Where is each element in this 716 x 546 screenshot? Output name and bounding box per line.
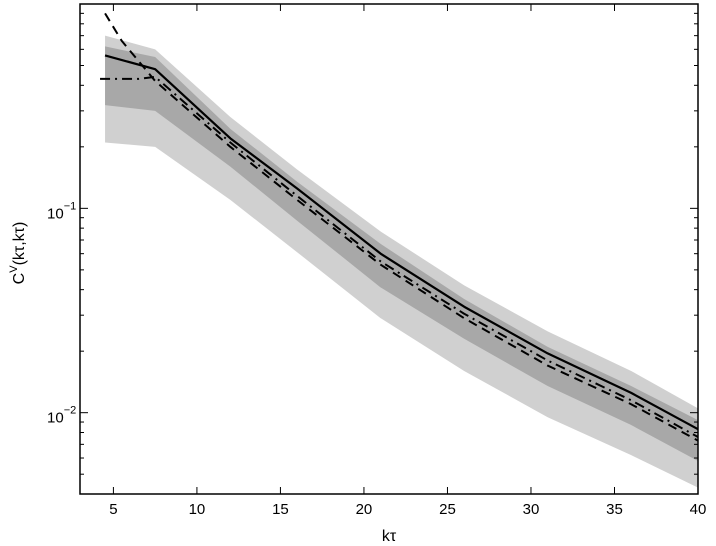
y-tick-label: 10−2 — [47, 405, 76, 427]
y-axis-label-rest: (kτ,kτ) — [11, 222, 28, 266]
series-lines — [100, 12, 699, 442]
y-tick-label-exponent: −2 — [64, 405, 77, 417]
x-tick-label: 5 — [109, 501, 117, 518]
y-tick-label-exponent: −1 — [64, 200, 77, 212]
x-tick-label: 15 — [272, 501, 289, 518]
x-tick-label: 10 — [189, 501, 206, 518]
x-tick-label: 20 — [356, 501, 373, 518]
y-tick-label-base: 10 — [47, 410, 64, 427]
x-axis-label: kτ — [382, 528, 397, 545]
x-tick-label: 25 — [439, 501, 456, 518]
x-axis: 5 10 15 20 25 30 35 40 — [109, 4, 706, 518]
series-line-dashed — [104, 12, 699, 442]
y-axis-label: CV(kτ,kτ) — [8, 222, 28, 285]
x-tick-label: 40 — [690, 501, 707, 518]
x-tick-label: 35 — [606, 501, 623, 518]
confidence-bands — [105, 35, 698, 488]
plot-frame — [79, 3, 699, 495]
x-tick-label: 30 — [523, 501, 540, 518]
band-inner — [105, 46, 698, 462]
y-axis: 10−210−1 — [47, 3, 698, 495]
series-line-solid — [104, 54, 699, 431]
y-axis-label-superscript: V — [8, 265, 20, 273]
y-tick-label: 10−1 — [47, 200, 76, 222]
y-axis-label-main: C — [11, 273, 28, 285]
y-tick-label-base: 10 — [47, 205, 64, 222]
